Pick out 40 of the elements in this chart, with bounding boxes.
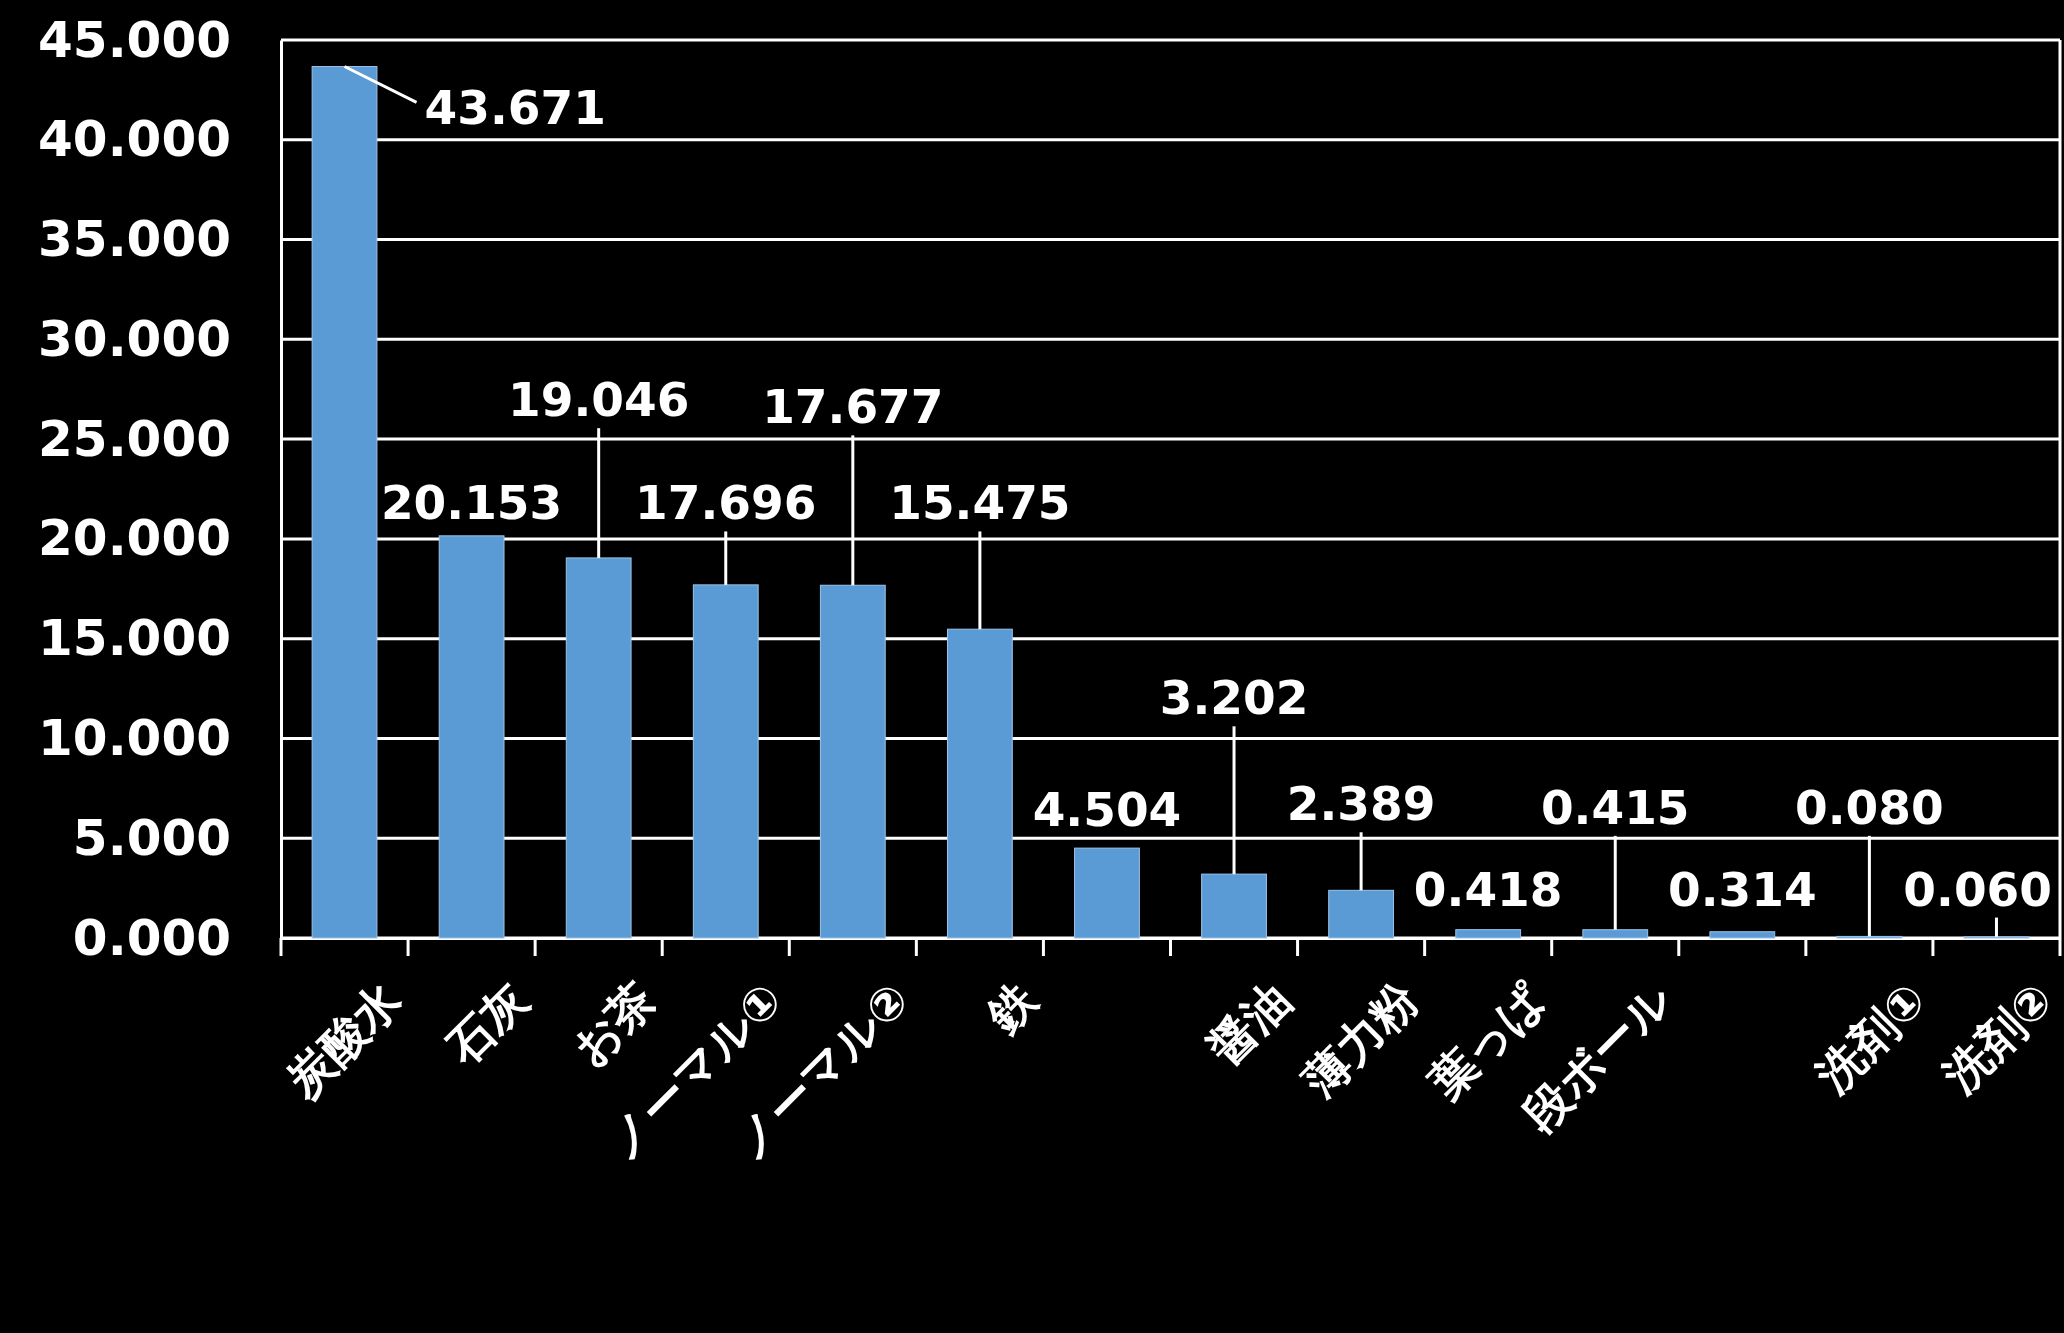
x-tick-label: 石灰 bbox=[434, 971, 539, 1076]
y-tick-label: 15.000 bbox=[38, 609, 231, 668]
bar bbox=[1328, 889, 1395, 939]
x-tick-label: 炭酸水 bbox=[275, 971, 412, 1109]
bar bbox=[1074, 847, 1140, 939]
y-tick-label: 45.000 bbox=[38, 10, 231, 69]
bar bbox=[1709, 931, 1776, 939]
data-label: 15.475 bbox=[889, 475, 1071, 531]
bar bbox=[1201, 873, 1267, 939]
bar bbox=[692, 584, 759, 939]
data-label: 4.504 bbox=[1032, 781, 1182, 837]
bar bbox=[1582, 929, 1649, 939]
bar bbox=[1455, 929, 1522, 939]
data-label: 3.202 bbox=[1159, 670, 1309, 726]
bar bbox=[311, 66, 378, 939]
data-label: 43.671 bbox=[424, 80, 606, 136]
data-label: 0.080 bbox=[1795, 779, 1944, 835]
x-tick-label: お茶 bbox=[561, 971, 666, 1076]
y-tick-label: 40.000 bbox=[38, 110, 231, 169]
data-label: 0.060 bbox=[1903, 861, 2052, 917]
y-tick-label: 30.000 bbox=[38, 309, 231, 368]
y-tick-label: 20.000 bbox=[38, 509, 231, 568]
y-tick-label: 0.000 bbox=[72, 908, 231, 967]
y-tick-label: 35.000 bbox=[38, 210, 231, 269]
data-label: 2.389 bbox=[1286, 776, 1436, 832]
data-label: 0.314 bbox=[1667, 861, 1817, 917]
bar bbox=[946, 628, 1013, 939]
bar bbox=[438, 535, 505, 939]
data-label: 20.153 bbox=[380, 475, 563, 531]
data-label: 19.046 bbox=[507, 372, 690, 428]
x-tick-label: 鉄 bbox=[974, 971, 1048, 1045]
y-tick-label: 5.000 bbox=[72, 808, 231, 867]
y-tick-label: 25.000 bbox=[38, 409, 231, 468]
bar bbox=[565, 557, 632, 939]
data-label: 0.415 bbox=[1540, 779, 1690, 835]
data-label: 17.696 bbox=[635, 475, 817, 531]
data-label: 0.418 bbox=[1413, 861, 1563, 917]
y-tick-label: 10.000 bbox=[38, 708, 231, 767]
bar bbox=[819, 584, 886, 939]
data-label: 17.677 bbox=[762, 379, 944, 435]
